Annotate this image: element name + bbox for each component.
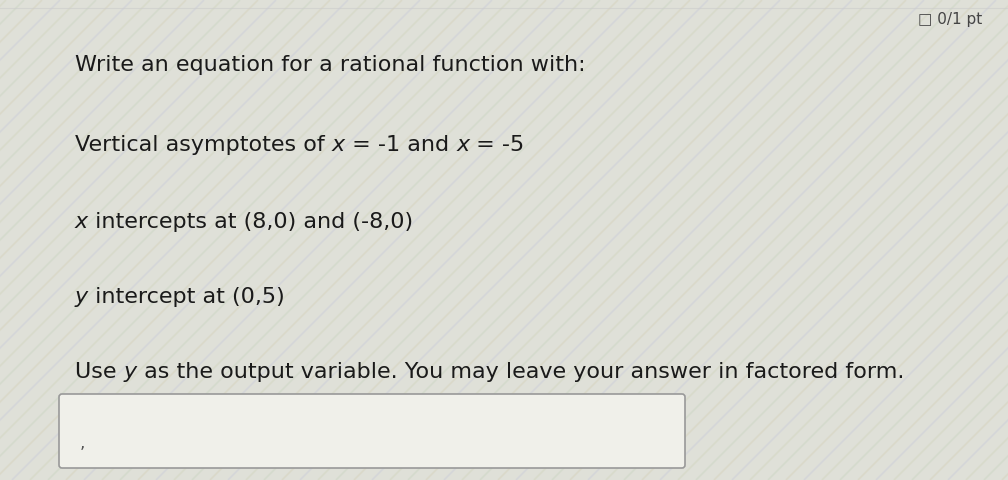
- Text: = -1 and: = -1 and: [345, 135, 457, 155]
- Text: x: x: [457, 135, 470, 155]
- Text: y: y: [124, 362, 137, 382]
- Text: x: x: [75, 212, 88, 232]
- Text: □ 0/1 pt: □ 0/1 pt: [918, 12, 982, 27]
- Text: intercepts at (8,0) and (-8,0): intercepts at (8,0) and (-8,0): [88, 212, 413, 232]
- Text: Vertical asymptotes of: Vertical asymptotes of: [75, 135, 332, 155]
- Text: intercept at (0,5): intercept at (0,5): [88, 287, 285, 307]
- Text: Use: Use: [75, 362, 124, 382]
- Text: y: y: [75, 287, 88, 307]
- FancyBboxPatch shape: [59, 394, 685, 468]
- Text: Write an equation for a rational function with:: Write an equation for a rational functio…: [75, 55, 586, 75]
- Text: as the output variable. You may leave your answer in factored form.: as the output variable. You may leave yo…: [137, 362, 904, 382]
- Text: ,: ,: [80, 434, 86, 452]
- Text: = -5: = -5: [470, 135, 524, 155]
- Text: x: x: [332, 135, 345, 155]
